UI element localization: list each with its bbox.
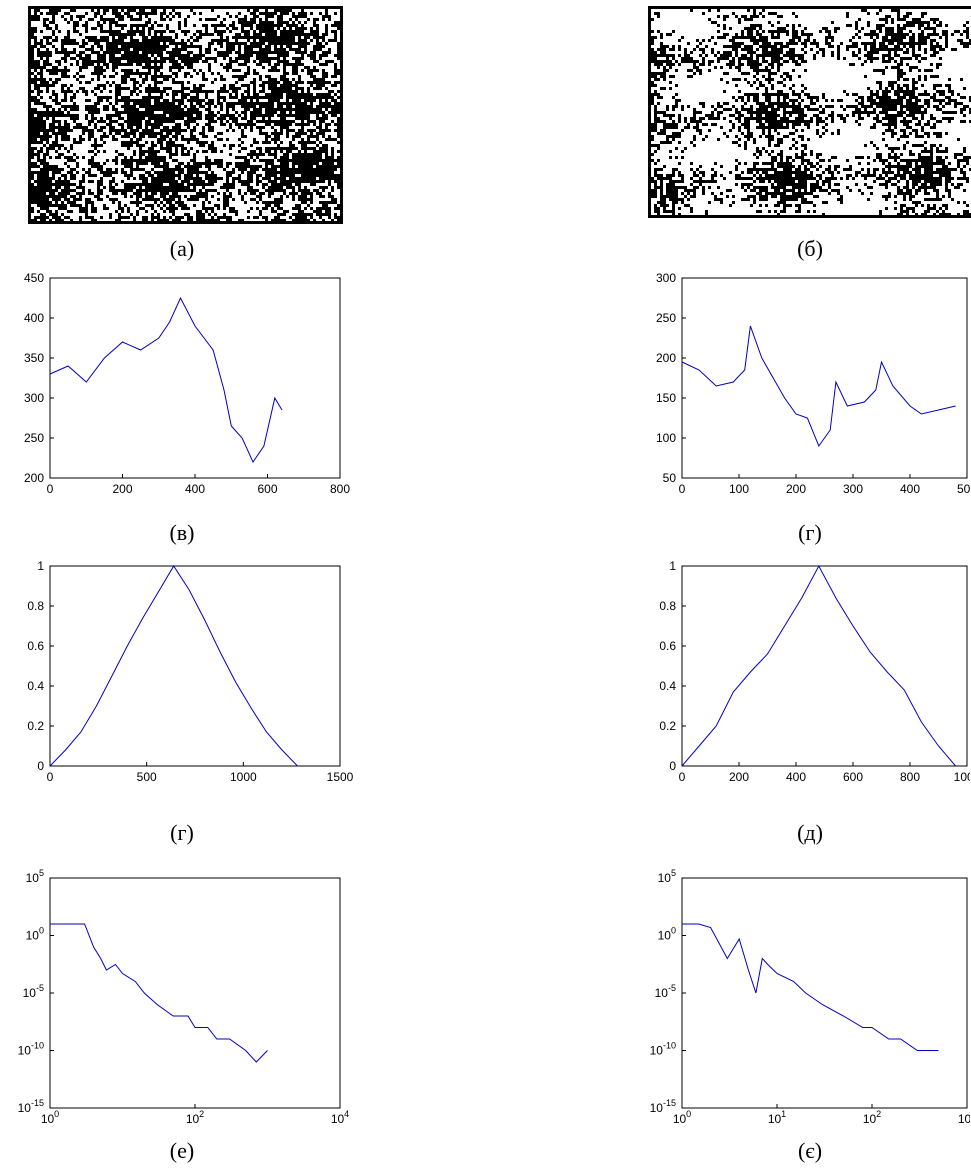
x-tick-label: 104 [331, 1109, 349, 1126]
y-tick-label: 100 [656, 431, 676, 445]
caption-e: (е) [169, 1138, 195, 1163]
series-line [681, 325, 956, 448]
plot-frame [681, 565, 968, 767]
caption-b: (б) [797, 236, 823, 261]
caption-d: (д) [797, 820, 823, 845]
x-tick-label: 0 [679, 482, 686, 496]
x-tick-label: 1000 [954, 770, 970, 784]
y-tick-label: 300 [656, 271, 676, 285]
y-tick-label: 10-5 [655, 983, 676, 1000]
series-line [49, 565, 298, 767]
y-tick-label: 0.6 [27, 639, 44, 653]
y-tick-label: 300 [24, 391, 44, 405]
chart-g2: 0 500 1000 1500 0 0.2 0.4 0.6 0.8 1 [27, 559, 354, 784]
chart-g1: 0 100 200 300 400 500 50 100 150 200 250 300 [656, 271, 970, 496]
caption-g2: (г) [170, 820, 194, 845]
y-tick-label: 0.4 [27, 679, 44, 693]
caption-a: (а) [169, 236, 195, 261]
x-tick-label: 103 [958, 1109, 970, 1126]
x-tick-label: 500 [957, 482, 970, 496]
y-tick-label: 1 [669, 559, 676, 573]
y-tick-label: 10-10 [18, 1041, 44, 1058]
x-tick-label: 800 [330, 482, 350, 496]
x-tick-label: 400 [900, 482, 920, 496]
x-tick-label: 300 [843, 482, 863, 496]
y-tick-label: 0.6 [659, 639, 676, 653]
plot-frame [49, 877, 341, 1109]
x-tick-label: 100 [729, 482, 749, 496]
x-tick-label: 600 [843, 770, 863, 784]
caption-ye: (є) [797, 1138, 823, 1163]
noise-image-a [31, 9, 340, 221]
y-tick-label: 0.8 [659, 599, 676, 613]
y-tick-label: 200 [656, 351, 676, 365]
y-tick-label: 10-5 [23, 983, 44, 1000]
x-tick-label: 100 [41, 1109, 59, 1126]
y-tick-label: 450 [24, 271, 44, 285]
y-tick-label: 100 [26, 926, 44, 943]
x-tick-label: 600 [257, 482, 277, 496]
y-tick-label: 250 [24, 431, 44, 445]
series-line [49, 296, 283, 464]
x-tick-label: 400 [786, 770, 806, 784]
y-tick-label: 0.4 [659, 679, 676, 693]
image-panel-b [648, 6, 971, 218]
x-tick-label: 0 [47, 482, 54, 496]
y-tick-label: 1 [37, 559, 44, 573]
series-line [682, 923, 939, 1051]
y-tick-label: 0.2 [659, 719, 676, 733]
chart-d: 0 200 400 600 800 1000 0 0.2 0.4 0.6 0.8 1 [659, 559, 970, 784]
y-tick-label: 100 [658, 926, 676, 943]
y-tick-label: 0.8 [27, 599, 44, 613]
y-tick-label: 105 [658, 868, 676, 885]
plot-frame [681, 277, 968, 479]
y-tick-label: 0 [37, 759, 44, 773]
y-tick-label: 200 [24, 471, 44, 485]
y-tick-label: 105 [26, 868, 44, 885]
x-tick-label: 500 [137, 770, 157, 784]
series-line [50, 923, 268, 1063]
y-tick-label: 350 [24, 351, 44, 365]
series-line [681, 564, 956, 767]
plot-frame [49, 277, 341, 479]
noise-image-b [651, 9, 971, 215]
y-tick-label: 150 [656, 391, 676, 405]
x-tick-label: 200 [729, 770, 749, 784]
plot-frame [49, 565, 341, 767]
x-tick-label: 1500 [327, 770, 354, 784]
x-tick-label: 400 [185, 482, 205, 496]
y-tick-label: 50 [663, 471, 677, 485]
x-tick-label: 100 [673, 1109, 691, 1126]
image-panel-a [28, 6, 343, 224]
x-tick-label: 200 [786, 482, 806, 496]
y-tick-label: 10-10 [650, 1041, 676, 1058]
x-tick-label: 1000 [230, 770, 257, 784]
x-tick-label: 101 [768, 1109, 786, 1126]
x-tick-label: 0 [47, 770, 54, 784]
y-tick-label: 250 [656, 311, 676, 325]
y-tick-label: 0 [669, 759, 676, 773]
x-tick-label: 200 [112, 482, 132, 496]
y-tick-label: 0.2 [27, 719, 44, 733]
caption-g1: (г) [798, 520, 822, 545]
caption-v: (в) [169, 520, 195, 545]
y-tick-label: 400 [24, 311, 44, 325]
x-tick-label: 0 [679, 770, 686, 784]
plot-frame [681, 877, 968, 1109]
x-tick-label: 102 [863, 1109, 881, 1126]
x-tick-label: 102 [186, 1109, 204, 1126]
x-tick-label: 800 [900, 770, 920, 784]
